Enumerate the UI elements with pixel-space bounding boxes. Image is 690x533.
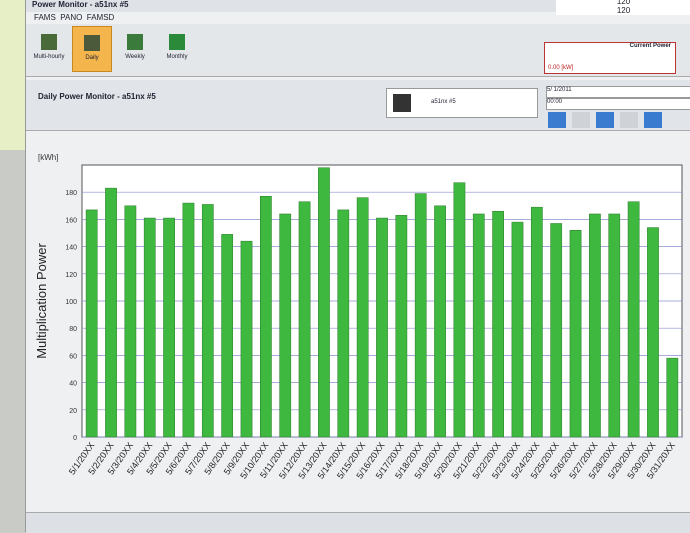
menu-bar: FAMS PANO FAMSD: [34, 13, 114, 22]
bar: [395, 215, 408, 438]
menu[interactable]: FAMSD: [86, 13, 115, 22]
bar: [182, 202, 195, 438]
bar: [85, 209, 98, 438]
window-title: Power Monitor - a51nx #5: [32, 0, 129, 9]
time-field[interactable]: 00:00: [546, 98, 690, 110]
bar: [434, 205, 446, 438]
bar: [260, 196, 272, 438]
y-tick-label: 60: [69, 353, 77, 360]
y-tick-label: 20: [69, 408, 77, 415]
bar: [163, 217, 175, 438]
corner-text: 120: [616, 6, 631, 15]
toolbar: Multi-hourly Daily Weekly Monthly Curren…: [26, 24, 690, 77]
bar: [124, 205, 137, 438]
current-power-value: 0.00 [kW]: [548, 65, 574, 71]
bar: [550, 223, 563, 438]
menu[interactable]: FAMS: [34, 13, 56, 22]
bar: [453, 182, 466, 438]
bar: [511, 221, 524, 438]
nav-button[interactable]: [620, 112, 638, 128]
bar: [143, 217, 156, 438]
corner-text: 120: [616, 0, 631, 6]
bar: [492, 210, 504, 438]
bar: [279, 213, 292, 438]
bar: [647, 227, 659, 438]
tab[interactable]: Multi-hourly: [30, 26, 68, 70]
title-bar: Power Monitor - a51nx #5: [26, 0, 690, 12]
y-tick-label: 180: [65, 190, 77, 197]
bar: [414, 193, 427, 438]
bar: [105, 187, 117, 438]
y-tick-label: 40: [69, 381, 77, 388]
nav-button[interactable]: [644, 112, 662, 128]
bar: [318, 167, 330, 438]
bar: [608, 213, 621, 438]
bar: [201, 204, 214, 438]
y-tick-label: 140: [65, 245, 77, 252]
bar: [337, 209, 350, 438]
panel-header: Daily Power Monitor - a51nx #5: [38, 92, 156, 101]
device-select[interactable]: a51nx #5: [386, 88, 538, 118]
y-tick-label: 100: [65, 299, 77, 306]
bar: [240, 240, 253, 438]
tab[interactable]: Weekly: [116, 26, 154, 70]
bar: [666, 357, 679, 438]
y-tick-label: 160: [65, 217, 77, 224]
nav-button[interactable]: [596, 112, 614, 128]
date-field[interactable]: 5/ 1/2011: [546, 86, 690, 98]
info-panel: Daily Power Monitor - a51nx #5 a51nx #5 …: [26, 80, 690, 131]
bar: [589, 213, 601, 438]
y-tick-label: 120: [65, 272, 77, 279]
bar: [569, 230, 582, 438]
menu[interactable]: PANO: [60, 13, 83, 22]
corner-box: 120 120: [556, 0, 690, 15]
y-axis-label: Multiplication Power: [34, 243, 49, 359]
y-tick-label: 80: [69, 326, 77, 333]
y-unit: [kWh]: [38, 153, 58, 162]
tab-active[interactable]: Daily: [72, 26, 112, 72]
current-power-box: Current Power 0.00 [kW]: [544, 42, 676, 74]
bar: [356, 197, 369, 438]
bar: [627, 201, 640, 438]
y-tick-label: 0: [73, 435, 77, 442]
status-bar: [26, 512, 690, 533]
chart: [kWh] Multiplication Power 0 20 40 60 80 100 1…: [34, 153, 683, 481]
tab[interactable]: Monthly: [158, 26, 196, 70]
bar: [221, 234, 234, 438]
bar: [472, 213, 485, 438]
bar: [530, 206, 543, 438]
nav-button[interactable]: [548, 112, 566, 128]
bar: [298, 201, 311, 438]
current-power-label: Current Power: [629, 43, 671, 49]
nav-button[interactable]: [572, 112, 590, 128]
bar: [376, 217, 388, 438]
